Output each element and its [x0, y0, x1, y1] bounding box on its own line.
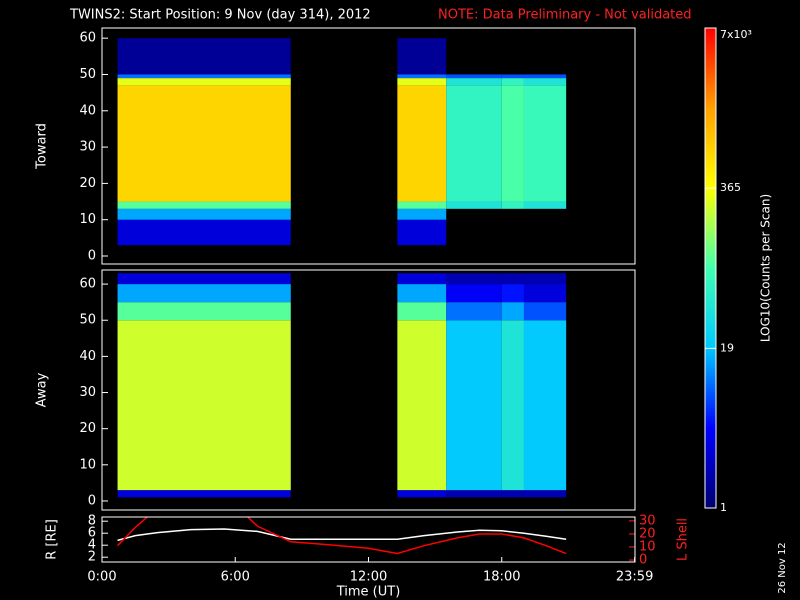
heat-cell	[117, 85, 291, 202]
heat-cell	[523, 273, 567, 285]
y-tick-label: 10	[79, 457, 96, 472]
heat-cell	[397, 74, 447, 79]
y-tick-label: 4	[88, 538, 96, 553]
heat-cell	[397, 320, 447, 491]
colorbar	[704, 27, 717, 509]
y-tick-label: 30	[79, 385, 96, 400]
chart-title: TWINS2: Start Position: 9 Nov (day 314),…	[69, 8, 371, 23]
heat-cell	[397, 284, 447, 303]
heat-cell	[117, 78, 291, 86]
heat-cell	[117, 219, 291, 246]
y-tick-label: 0	[88, 493, 96, 508]
heat-cell	[523, 320, 567, 491]
heat-cell	[446, 78, 502, 86]
heat-cell	[397, 273, 447, 285]
heat-cell	[397, 78, 447, 86]
heat-cell	[523, 78, 567, 86]
heat-cell	[397, 208, 447, 220]
heat-cell	[501, 74, 524, 79]
panel-frame	[101, 516, 636, 563]
heat-cell	[523, 490, 567, 498]
colorbar-tick-label: 365	[720, 181, 741, 194]
heat-cell	[397, 490, 447, 498]
y2-tick-label: 30	[639, 513, 656, 528]
y-tick-label: 6	[88, 526, 96, 541]
heat-cell	[446, 302, 502, 321]
y-tick-label: 20	[79, 176, 96, 191]
panel-frame	[101, 269, 636, 511]
x-tick-label: 18:00	[483, 570, 520, 585]
y-axis-label: Away	[35, 372, 50, 407]
colorbar-tick-label: 1	[720, 501, 727, 514]
heat-cell	[446, 273, 502, 285]
y-tick-label: 60	[79, 31, 96, 46]
colorbar-tick-label: 7x10³	[720, 28, 752, 41]
y-tick-label: 20	[79, 421, 96, 436]
y-tick-label: 50	[79, 313, 96, 328]
heat-cell	[446, 490, 502, 498]
y-tick-label: 2	[88, 550, 96, 565]
heat-cell	[117, 320, 291, 491]
heat-cell	[117, 284, 291, 303]
line	[117, 528, 567, 542]
heat-cell	[397, 302, 447, 321]
heat-cell	[117, 302, 291, 321]
y-tick-label: 30	[79, 140, 96, 155]
heat-cell	[501, 273, 524, 285]
y-tick-label: 8	[88, 514, 96, 529]
heat-cell	[446, 320, 502, 491]
panel-frame	[101, 27, 636, 265]
date-stamp: 26 Nov 12	[777, 542, 788, 593]
y-tick-label: 60	[79, 277, 96, 292]
heat-cell	[117, 208, 291, 220]
y2-tick-label: 10	[639, 540, 656, 555]
heat-cell	[501, 302, 524, 321]
heat-cell	[501, 201, 524, 209]
heat-cell	[117, 38, 291, 75]
heat-cell	[397, 219, 447, 246]
y-tick-label: 40	[79, 103, 96, 118]
colorbar-label: LOG10(Counts per Scan)	[759, 194, 773, 342]
x-tick-label: 0:00	[87, 570, 116, 585]
heat-cell	[117, 201, 291, 209]
x-tick-label: 6:00	[221, 570, 250, 585]
heat-cell	[501, 78, 524, 86]
heat-cell	[523, 284, 567, 303]
heat-cell	[446, 74, 502, 79]
heat-cell	[501, 85, 524, 202]
y-tick-label: 50	[79, 67, 96, 82]
heat-cell	[397, 201, 447, 209]
colorbar-tick-label: 19	[720, 341, 734, 354]
heat-cell	[117, 273, 291, 285]
heat-cell	[523, 201, 567, 209]
heat-cell	[523, 302, 567, 321]
y-tick-label: 10	[79, 212, 96, 227]
heat-cell	[446, 284, 502, 303]
heat-cell	[501, 490, 524, 498]
heat-cell	[117, 74, 291, 79]
y-tick-label: 40	[79, 349, 96, 364]
x-tick-label: 23:59	[616, 570, 653, 585]
heat-cell	[117, 490, 291, 498]
heat-cell	[501, 320, 524, 491]
x-axis-label: Time (UT)	[336, 585, 401, 600]
x-tick-label: 12:00	[350, 570, 387, 585]
y-axis-label: R [RE]	[45, 519, 60, 560]
heat-cell	[397, 38, 447, 75]
heat-cell	[397, 85, 447, 202]
heat-cell	[446, 85, 502, 202]
line	[117, 517, 567, 555]
heat-cell	[523, 74, 567, 79]
heat-cell	[446, 201, 502, 209]
y2-axis-label: L Shell	[676, 518, 691, 561]
y2-tick-label: 20	[639, 526, 656, 541]
note: NOTE: Data Preliminary - Not validated	[438, 8, 692, 23]
heat-cell	[523, 85, 567, 202]
y-tick-label: 0	[88, 249, 96, 264]
y2-tick-label: 0	[639, 553, 647, 568]
heat-cell	[501, 284, 524, 303]
y-axis-label: Toward	[35, 123, 50, 170]
